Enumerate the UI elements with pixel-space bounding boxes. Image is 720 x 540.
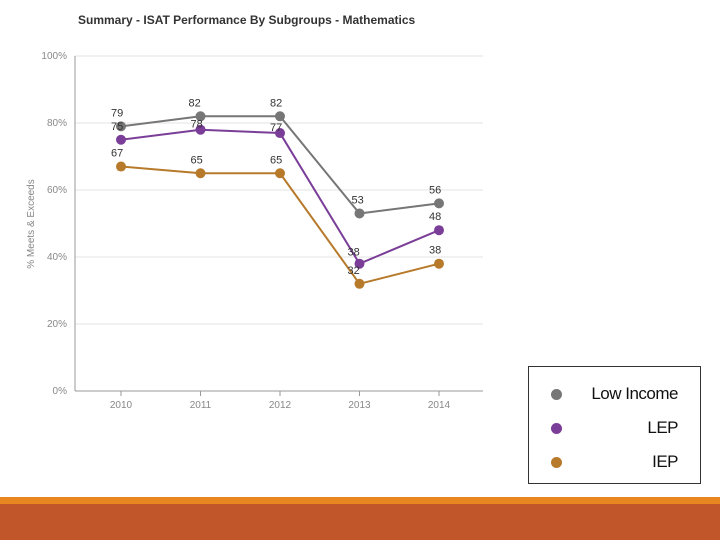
legend-label: LEP xyxy=(647,418,678,437)
legend: Low Income LEP IEP xyxy=(528,366,701,484)
lep-marker-icon xyxy=(551,423,562,434)
grid-lines xyxy=(75,55,483,325)
x-tick-label: 2012 xyxy=(269,400,292,411)
y-tick-label: 20% xyxy=(47,319,67,330)
lep-data-label: 77 xyxy=(270,122,282,134)
y-tick-label: 40% xyxy=(47,252,67,263)
lep-data-label: 78 xyxy=(191,119,203,131)
low-income-point[interactable] xyxy=(275,111,285,122)
lep-data-label: 75 xyxy=(111,121,123,133)
lep-data-label: 48 xyxy=(429,211,441,223)
low-income-point[interactable] xyxy=(354,208,365,219)
iep-data-label: 65 xyxy=(270,154,282,166)
lep-data-label: 38 xyxy=(348,247,360,259)
low-income-data-label: 53 xyxy=(352,194,364,206)
iep-data-label: 67 xyxy=(111,148,123,160)
y-tick-label: 80% xyxy=(47,118,67,129)
y-tick-label: 0% xyxy=(53,386,68,397)
legend-label: IEP xyxy=(652,452,678,471)
low-income-data-label: 56 xyxy=(429,184,441,196)
lep-point[interactable] xyxy=(116,134,126,145)
iep-series-line xyxy=(120,165,440,285)
legend-item-low-income[interactable]: Low Income xyxy=(529,380,700,410)
iep-data-label: 65 xyxy=(191,154,203,166)
legend-item-iep[interactable]: IEP xyxy=(529,448,700,478)
low-income-data-label: 79 xyxy=(111,107,123,119)
line-chart: 0% 20% 40% 60% 80% 100% 2010 2011 2012 2013 2014 7… xyxy=(26,51,483,411)
low-income-data-label: 82 xyxy=(270,97,282,109)
x-tick-label: 2013 xyxy=(348,400,371,411)
footer-accent-strip xyxy=(0,497,720,504)
legend-label: Low Income xyxy=(591,384,678,403)
y-axis-label: % Meets & Exceeds xyxy=(26,179,37,268)
lep-point[interactable] xyxy=(275,128,285,139)
iep-marker-icon xyxy=(551,457,562,468)
lep-point[interactable] xyxy=(354,258,365,269)
iep-data-label: 32 xyxy=(348,265,360,277)
low-income-marker-icon xyxy=(551,389,562,400)
footer-bar xyxy=(0,504,720,540)
iep-point[interactable] xyxy=(434,258,444,269)
legend-item-lep[interactable]: LEP xyxy=(529,414,700,444)
data-labels: 79 82 82 53 56 75 78 77 38 48 67 65 65 32 38 xyxy=(111,97,441,276)
iep-point[interactable] xyxy=(195,168,206,179)
low-income-point[interactable] xyxy=(195,111,206,122)
chart-title: Summary - ISAT Performance By Subgroups … xyxy=(78,13,416,27)
iep-point[interactable] xyxy=(116,161,126,172)
iep-data-label: 38 xyxy=(429,245,441,257)
x-tick-label: 2010 xyxy=(110,400,133,411)
y-tick-label: 60% xyxy=(47,185,67,196)
lep-series-line xyxy=(120,128,440,265)
low-income-point[interactable] xyxy=(116,121,126,132)
series-lines xyxy=(116,111,444,289)
lep-point[interactable] xyxy=(434,225,444,236)
low-income-data-label: 82 xyxy=(189,97,201,109)
y-tick-label: 100% xyxy=(41,51,67,62)
lep-point[interactable] xyxy=(195,124,206,135)
x-tick-label: 2011 xyxy=(190,400,212,411)
x-tick-label: 2014 xyxy=(428,400,451,411)
low-income-point[interactable] xyxy=(434,198,444,209)
iep-point[interactable] xyxy=(354,278,365,289)
iep-point[interactable] xyxy=(275,168,285,179)
axes: 0% 20% 40% 60% 80% 100% 2010 2011 2012 2013 2014 xyxy=(41,51,483,411)
